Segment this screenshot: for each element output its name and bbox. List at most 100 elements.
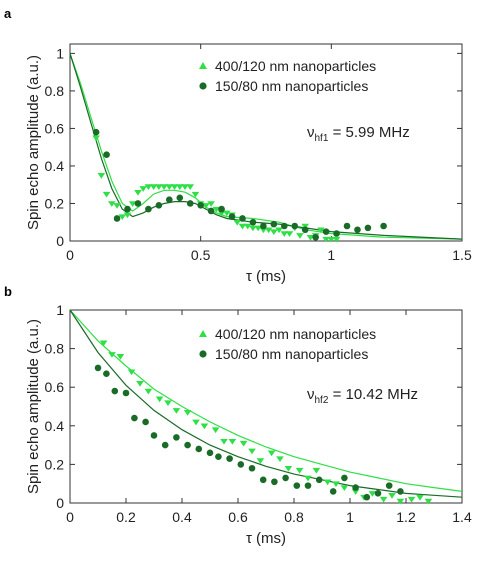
data-point [122,389,130,397]
data-point [128,201,137,207]
data-point [215,453,222,460]
data-point [186,184,195,191]
data-point [239,440,248,447]
data-point [407,496,416,503]
data-point [260,222,267,230]
data-point [144,388,153,395]
x-tick-label: 0.2 [116,509,136,525]
data-point [150,432,158,439]
data-point [211,427,220,434]
annotation-value: = 5.99 MHz [328,124,409,141]
y-axis-label: Spin echo amplitude (a.u.) [25,55,42,230]
data-point [155,202,163,209]
data-point [142,418,149,426]
y-tick-label: 0 [56,233,64,249]
data-point [223,210,231,217]
data-point [284,465,293,472]
data-point [304,482,312,489]
x-tick-label: 0.4 [172,509,192,525]
data-point [172,408,181,414]
data-point [195,445,203,453]
data-point [123,212,132,219]
data-point [248,448,256,455]
data-point [306,234,315,241]
data-point [113,203,121,209]
data-point [341,474,348,482]
data-point [228,438,237,445]
annotation-symbol: ν [307,386,315,403]
x-tick-label: 0.8 [284,509,304,525]
data-point [264,227,273,234]
data-point [254,225,262,232]
data-point [285,231,294,237]
data-point [108,352,116,358]
legend-label: 400/120 nm nanoparticles [215,58,376,74]
data-point [155,184,163,191]
data-point [186,200,194,207]
data-point [352,484,359,491]
data-point [259,227,268,234]
data-point [276,456,284,463]
data-point [343,222,351,230]
data-point [379,496,388,503]
y-axis-label: Spin echo amplitude (a.u.) [25,319,42,494]
data-point [271,478,278,486]
data-point [217,210,226,217]
data-point [374,490,382,497]
data-point [161,441,169,449]
annotation-subscript: hf2 [315,395,329,406]
data-point [364,224,372,232]
x-axis-label: τ (ms) [246,268,286,285]
data-point [270,220,278,228]
data-point [165,184,174,191]
legend-marker [199,62,207,69]
data-point [397,488,404,495]
data-point [351,489,360,495]
x-tick-label: 1.4 [452,509,472,525]
x-tick-label: 1 [327,247,335,263]
data-point [207,207,215,215]
y-tick-label: 0 [56,495,64,511]
data-point [184,441,191,449]
data-point [270,229,278,236]
data-point [312,467,321,474]
data-point [200,423,209,430]
data-point [293,482,301,489]
data-point [113,215,121,222]
data-point [226,455,233,462]
y-tick-label: 0.2 [45,456,65,472]
data-point [291,222,299,230]
data-point [363,493,371,501]
data-point [92,128,100,136]
data-point [94,364,102,372]
data-point [301,226,309,234]
data-point [237,461,245,468]
chart-panel-a: 0 0.5 1 1.5 0 0.2 0.4 0.6 0.8 1 τ (ms) Spin echo am… [25,43,472,285]
data-point [134,189,142,196]
data-point [103,370,110,377]
data-point [176,194,184,202]
y-tick-label: 1 [56,45,64,61]
data-point [202,203,210,209]
x-tick-label: 1.2 [396,509,416,525]
chart-panel-b: 0 0.2 0.4 0.6 0.8 1 1.2 1.4 0 0.2 0.4 0.6 0.8 1 τ (ms)… [25,302,472,547]
data-point [304,475,312,482]
legend-label: 150/80 nm nanoparticles [215,346,368,362]
y-tick-label: 0.8 [45,83,65,99]
data-point [315,476,323,484]
data-point [256,458,265,464]
data-point [111,387,119,395]
data-point [155,396,164,403]
legend-label: 400/120 nm nanoparticles [215,326,376,342]
data-point [183,410,192,416]
data-point [368,491,377,497]
legend-label: 150/80 nm nanoparticles [215,78,368,94]
data-point [243,223,252,230]
data-point [220,438,228,445]
data-point [282,474,289,482]
data-point [191,191,200,198]
data-point [248,464,256,472]
data-point [192,419,200,426]
y-tick-label: 0.6 [45,120,65,136]
